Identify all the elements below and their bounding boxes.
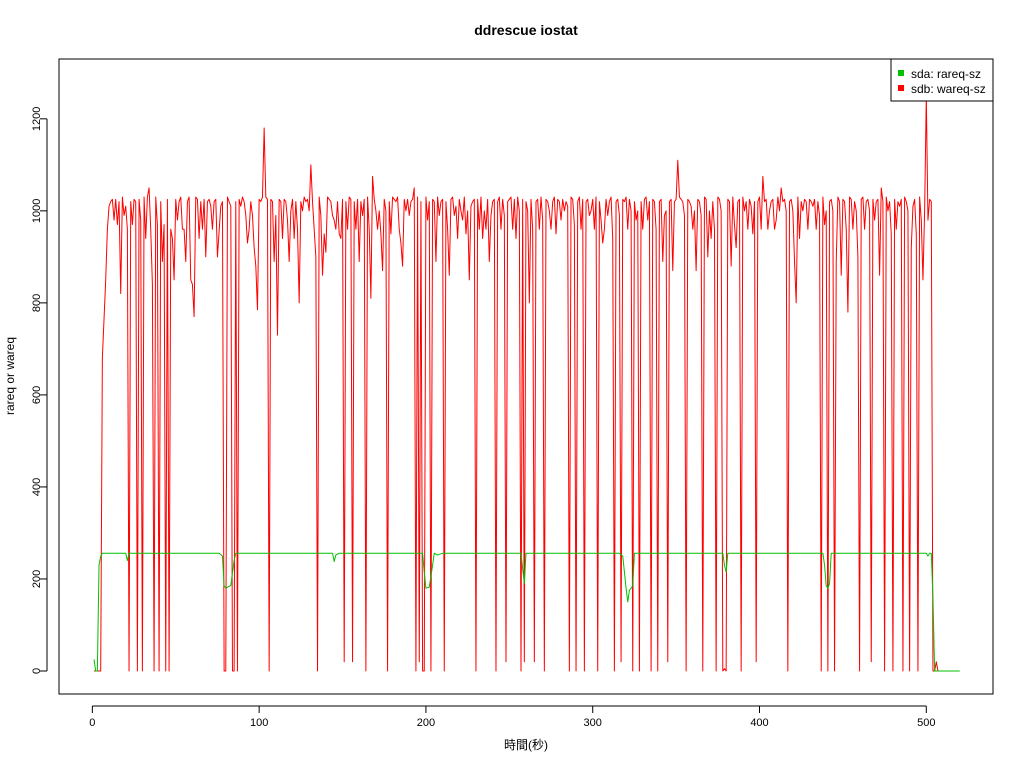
y-tick-label: 0 [31, 668, 43, 674]
y-tick-label: 200 [31, 570, 43, 588]
chart-title: ddrescue iostat [474, 22, 578, 38]
legend-label-sda: sda: rareq-sz [911, 67, 981, 81]
series-line-sdb [94, 95, 960, 672]
legend-box [890, 58, 994, 102]
y-tick-label: 1200 [31, 107, 43, 131]
y-tick-label: 800 [31, 294, 43, 312]
axes-layer: 0 100 200 300 400 500 0 200 400 600 800 1000 1200 [31, 107, 935, 730]
legend-swatch-sda [898, 70, 904, 76]
series-line-sda [93, 552, 960, 672]
legend-swatch-sdb [898, 85, 904, 91]
series-layer [93, 95, 960, 672]
x-axis-label: 時間(秒) [504, 738, 548, 752]
x-tick-label: 500 [917, 717, 935, 729]
legend-label-sdb: sdb: wareq-sz [911, 82, 986, 96]
y-tick-label: 400 [31, 478, 43, 496]
x-tick-label: 0 [89, 717, 95, 729]
x-tick-label: 400 [750, 717, 768, 729]
x-tick-label: 300 [584, 717, 602, 729]
y-tick-label: 1000 [31, 199, 43, 223]
legend: sda: rareq-sz sdb: wareq-sz [890, 58, 994, 102]
y-axis-label: rareq or wareq [3, 337, 17, 415]
x-tick-label: 100 [250, 717, 268, 729]
plot-frame [58, 58, 994, 695]
x-tick-label: 200 [417, 717, 435, 729]
y-tick-label: 600 [31, 386, 43, 404]
